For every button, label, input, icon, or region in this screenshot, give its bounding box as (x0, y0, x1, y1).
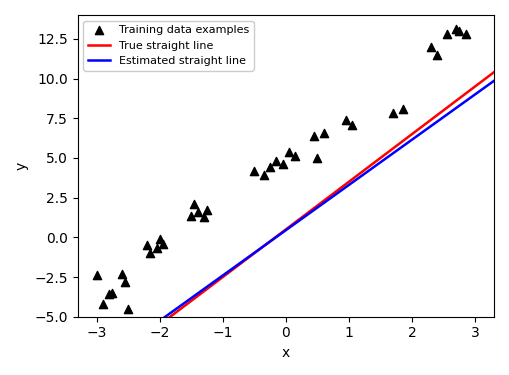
Estimated straight line (321, 201, 327, 205)
Training data examples (427, 44, 435, 50)
Training data examples (272, 158, 280, 164)
True straight line (321, 198, 327, 203)
Training data examples (291, 153, 299, 159)
Training data examples (146, 250, 154, 256)
Training data examples (433, 52, 441, 58)
Training data examples (250, 168, 259, 174)
Training data examples (156, 236, 164, 242)
Training data examples (266, 165, 274, 171)
Estimated straight line (323, 200, 329, 204)
X-axis label: x: x (282, 346, 290, 360)
True straight line (491, 70, 497, 74)
Line: True straight line: True straight line (78, 72, 494, 375)
Training data examples (200, 214, 208, 220)
Y-axis label: y: y (15, 162, 29, 170)
Training data examples (121, 279, 129, 285)
Legend: Training data examples, True straight line, Estimated straight line: Training data examples, True straight li… (83, 21, 253, 70)
Training data examples (93, 272, 101, 278)
Training data examples (143, 242, 151, 248)
Training data examples (260, 172, 268, 178)
Training data examples (455, 28, 463, 34)
Training data examples (348, 122, 356, 128)
Training data examples (159, 241, 167, 247)
Training data examples (443, 31, 451, 37)
True straight line (329, 192, 335, 196)
Training data examples (462, 31, 470, 37)
Training data examples (193, 209, 202, 215)
Training data examples (389, 111, 397, 117)
Training data examples (190, 201, 199, 207)
Training data examples (99, 301, 107, 307)
Training data examples (310, 133, 318, 139)
Training data examples (399, 106, 407, 112)
Training data examples (105, 291, 114, 297)
Training data examples (342, 117, 350, 123)
Training data examples (278, 161, 287, 167)
Training data examples (285, 149, 293, 155)
Training data examples (452, 26, 460, 32)
True straight line (426, 119, 432, 124)
True straight line (452, 99, 458, 104)
Training data examples (124, 306, 132, 312)
Training data examples (153, 246, 161, 252)
Line: Estimated straight line: Estimated straight line (78, 81, 494, 375)
Estimated straight line (426, 126, 432, 130)
Training data examples (203, 207, 211, 213)
Training data examples (108, 290, 117, 296)
Training data examples (314, 155, 322, 161)
Training data examples (118, 271, 126, 277)
Estimated straight line (452, 106, 458, 111)
True straight line (323, 197, 329, 202)
Estimated straight line (329, 195, 335, 199)
Training data examples (187, 213, 195, 219)
Training data examples (320, 129, 328, 135)
Estimated straight line (491, 79, 497, 83)
